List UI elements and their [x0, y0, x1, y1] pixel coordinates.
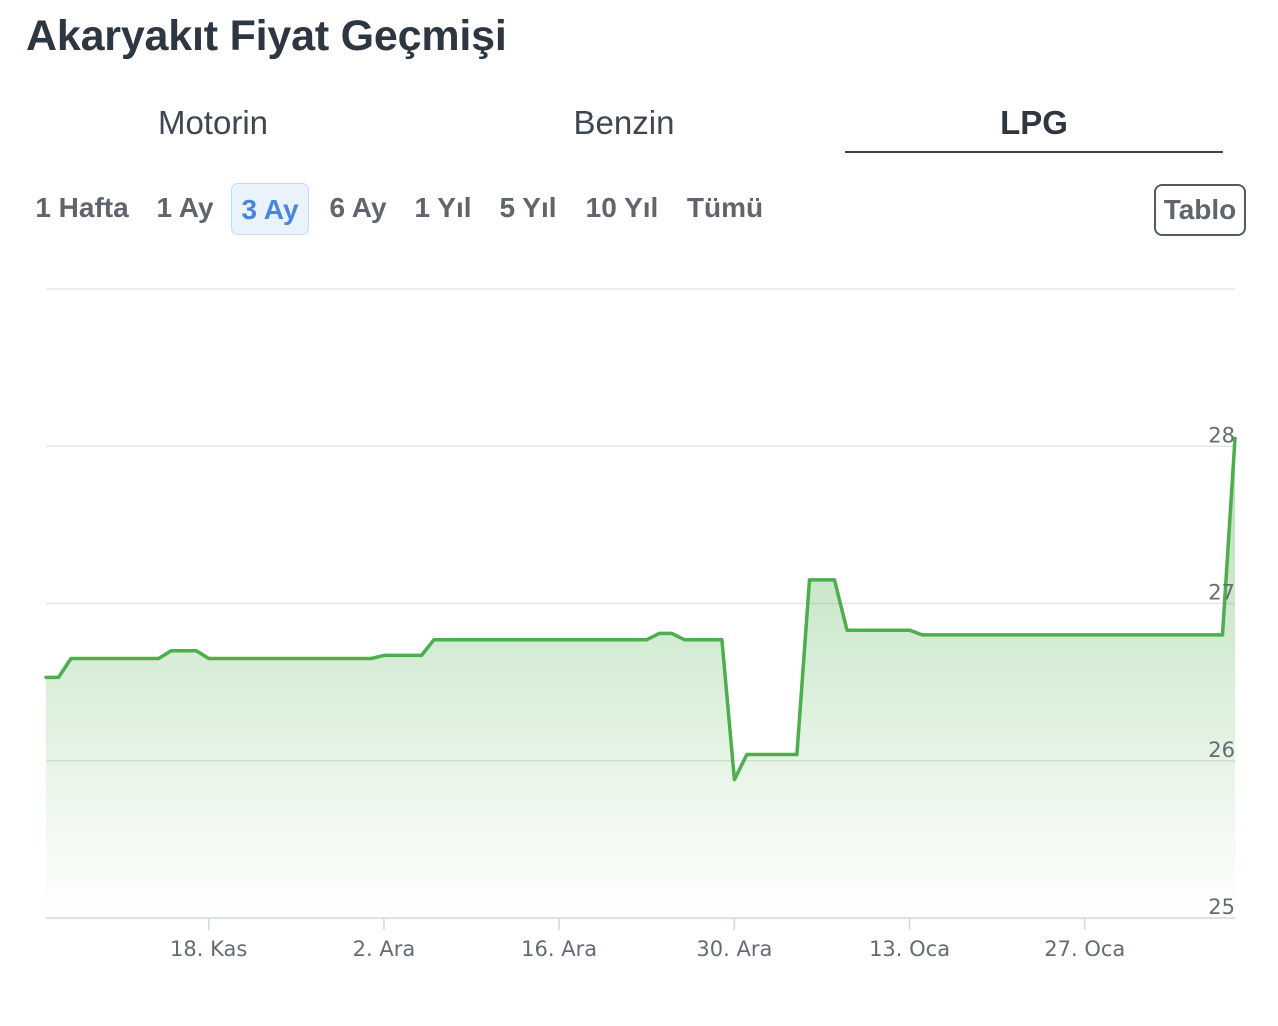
page-title: Akaryakıt Fiyat Geçmişi: [26, 12, 507, 60]
series-area-layer: [44, 436, 1237, 918]
range-1-ay[interactable]: 1 Ay: [156, 192, 214, 223]
range-1-yil[interactable]: 1 Yıl: [414, 192, 472, 223]
price-chart: 25 26 27 28 18. Kas 2. Ara 16. Ara 30. Ara 13. …: [44, 288, 1237, 961]
range-10-yil[interactable]: 10 Yıl: [585, 192, 659, 223]
x-tick-label: 30. Ara: [696, 937, 772, 961]
range-1-hafta[interactable]: 1 Hafta: [35, 192, 129, 223]
range-3-ay[interactable]: 3 Ay: [231, 183, 309, 235]
tab-lpg[interactable]: LPG: [845, 95, 1223, 153]
x-tick-label: 27. Oca: [1044, 937, 1125, 961]
y-tick-label: 25: [1208, 895, 1235, 919]
tab-motorin[interactable]: Motorin: [157, 104, 269, 141]
range-tumu[interactable]: Tümü: [686, 192, 764, 223]
range-6-ay[interactable]: 6 Ay: [329, 192, 387, 223]
x-tick-label: 16. Ara: [521, 937, 597, 961]
range-selector: 1 Hafta 1 Ay 3 Ay 6 Ay 1 Yıl 5 Yıl 10 Yı…: [0, 182, 1278, 238]
y-tick-label: 26: [1208, 738, 1235, 762]
y-axis: 25 26 27 28: [1208, 423, 1235, 919]
table-button[interactable]: Tablo: [1154, 184, 1246, 236]
range-5-yil[interactable]: 5 Yıl: [499, 192, 557, 223]
tab-benzin[interactable]: Benzin: [573, 104, 675, 141]
fuel-tabs: Motorin Benzin LPG: [0, 95, 1278, 155]
y-tick-label: 28: [1208, 423, 1235, 447]
y-tick-label: 27: [1208, 581, 1235, 605]
x-tick-label: 13. Oca: [869, 937, 950, 961]
series-line: [44, 436, 1237, 782]
x-axis: 18. Kas 2. Ara 16. Ara 30. Ara 13. Oca 27. Oc…: [46, 917, 1235, 961]
x-tick-label: 18. Kas: [170, 937, 247, 961]
x-tick-label: 2. Ara: [353, 937, 416, 961]
series-area: [46, 438, 1235, 918]
